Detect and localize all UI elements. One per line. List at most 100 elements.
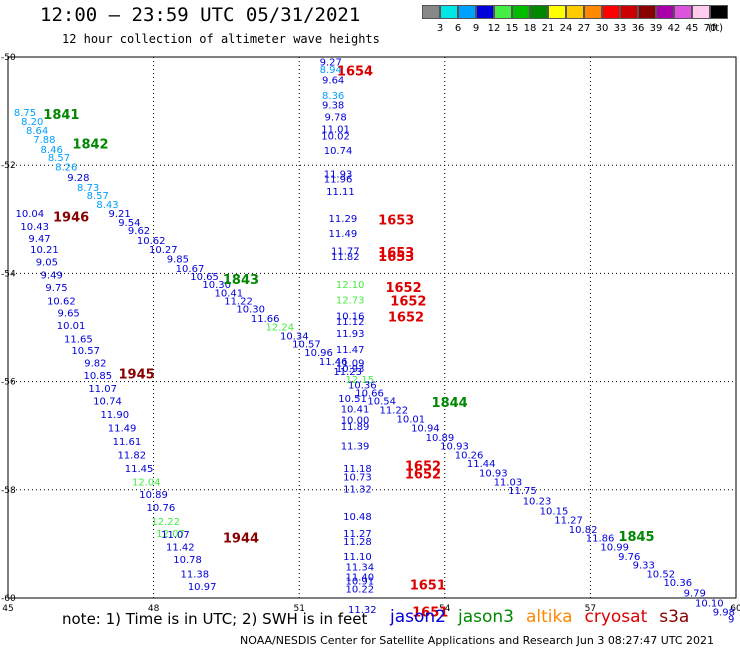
wave-height-value: 11.49 xyxy=(108,424,137,435)
wave-height-value: 10.01 xyxy=(57,321,86,332)
colorbar-label: 27 xyxy=(577,23,591,34)
wave-height-value: 10.27 xyxy=(149,245,178,256)
colorbar-swatch xyxy=(674,5,692,19)
pass-number-label: 1651 xyxy=(412,606,448,621)
pass-number-label: 1945 xyxy=(119,367,155,382)
x-tick-label: 48 xyxy=(148,604,160,614)
wave-height-value: 9.28 xyxy=(67,173,89,184)
wave-height-value: 11.42 xyxy=(166,543,195,554)
wave-height-value: 10.48 xyxy=(343,512,372,523)
pass-number-label: 1653 xyxy=(378,213,414,228)
wave-height-value: 10.54 xyxy=(367,397,396,408)
wave-height-value: 8.46 xyxy=(41,145,63,156)
colorbar-swatch xyxy=(476,5,494,19)
colorbar-swatch xyxy=(548,5,566,19)
pass-number-label: 1652 xyxy=(405,459,441,474)
wave-height-value: 8.57 xyxy=(48,153,70,164)
legend-item-altika: altika xyxy=(526,607,573,627)
wave-height-value: 10.89 xyxy=(426,433,455,444)
wave-height-value: 11.47 xyxy=(336,345,365,356)
wave-height-value: 10.43 xyxy=(20,222,49,233)
pass-number-label: 1841 xyxy=(43,108,79,123)
wave-height-value: 8.73 xyxy=(77,183,99,194)
wave-height-value: 10.91 xyxy=(346,577,375,588)
wave-height-value: 11.23 xyxy=(333,367,362,378)
wave-height-value: 11.01 xyxy=(321,124,350,135)
colorbar-swatch xyxy=(602,5,620,19)
wave-height-value: 10.76 xyxy=(147,503,176,514)
wave-height-value: 11.27 xyxy=(554,516,583,527)
wave-height-value: 10.62 xyxy=(47,296,76,307)
wave-height-value: 8.94 xyxy=(320,65,342,76)
wave-height-value: 11.96 xyxy=(324,175,353,186)
legend-item-jason3: jason3 xyxy=(458,607,514,627)
wave-height-value: 10.30 xyxy=(236,305,265,316)
colorbar-label: 3 xyxy=(436,23,444,34)
units-note: note: 1) Time is in UTC; 2) SWH is in fe… xyxy=(62,610,368,628)
wave-height-value: 10.57 xyxy=(71,346,100,357)
colorbar-label: 18 xyxy=(523,23,537,34)
legend-item-jason2: jason2 xyxy=(390,607,446,627)
wave-height-value: 10.15 xyxy=(540,506,569,517)
wave-height-value: 10.73 xyxy=(343,472,372,483)
satellite-legend: jason2 jason3 altika cryosat s3a xyxy=(390,607,701,627)
plot-frame xyxy=(7,56,737,599)
wave-height-value: 11.22 xyxy=(380,406,409,417)
wave-height-value: 11.65 xyxy=(64,334,93,345)
wave-height-value: 9.75 xyxy=(45,283,67,294)
wave-height-value: 11.66 xyxy=(251,314,280,325)
wave-height-value: 8.64 xyxy=(26,126,48,137)
wave-height-value: 10.57 xyxy=(292,340,321,351)
wave-height-value: 10.78 xyxy=(173,555,202,566)
wave-height-value: 9.47 xyxy=(28,234,50,245)
wave-height-value: 11.40 xyxy=(346,572,375,583)
x-tick-label: 57 xyxy=(585,604,596,614)
wave-height-value: 11.82 xyxy=(331,252,360,263)
wave-height-value: 10.02 xyxy=(321,131,350,142)
wave-height-value: 9.64 xyxy=(322,76,344,87)
wave-height-value: 12.10 xyxy=(336,280,365,291)
wave-height-value: 10.74 xyxy=(324,146,353,157)
wave-height-value: 8.36 xyxy=(322,91,344,102)
y-tick-label: -56 xyxy=(1,378,16,388)
pass-number-label: 1654 xyxy=(337,65,373,80)
wave-height-value: 8.75 xyxy=(14,108,36,119)
wave-height-value: 11.07 xyxy=(88,384,117,395)
wave-height-value: 9.27 xyxy=(320,57,342,68)
colorbar-swatch xyxy=(620,5,638,19)
wave-height-value: 11.38 xyxy=(181,570,210,581)
wave-height-value: 10.36 xyxy=(348,380,377,391)
pass-number-label: 1652 xyxy=(405,468,441,483)
wave-height-value: 11.27 xyxy=(343,529,372,540)
colorbar-swatch xyxy=(494,5,512,19)
wave-height-value: 11.28 xyxy=(343,537,372,548)
x-tick-label: 45 xyxy=(2,604,13,614)
pass-number-label: 1842 xyxy=(72,138,108,153)
wave-height-value: 9.38 xyxy=(322,101,344,112)
pass-number-label: 1652 xyxy=(385,281,421,296)
colorbar-unit: (ft) xyxy=(708,23,724,34)
wave-height-value: 10.41 xyxy=(215,288,244,299)
wave-height-value: 11.93 xyxy=(336,329,365,340)
colorbar-label: 9 xyxy=(472,23,480,34)
wave-height-value: 10.23 xyxy=(523,497,552,508)
chart-title: 12:00 – 23:59 UTC 05/31/2021 xyxy=(40,4,361,26)
wave-height-value: 12.22 xyxy=(151,517,180,528)
wave-height-value: 10.97 xyxy=(188,582,217,593)
y-tick-label: -50 xyxy=(1,53,16,63)
wave-height-value: 10.04 xyxy=(16,209,45,220)
wave-height-value: 11.32 xyxy=(343,485,372,496)
y-tick-label: -60 xyxy=(1,594,16,604)
pass-number-label: 1844 xyxy=(432,396,468,411)
wave-height-value: 10.96 xyxy=(304,348,333,359)
colorbar-swatch xyxy=(584,5,602,19)
wave-height-value: 11.07 xyxy=(161,530,190,541)
wave-height-value: 11.03 xyxy=(494,478,523,489)
wave-height-value: 9.98 xyxy=(713,608,735,619)
pass-number-label: 1946 xyxy=(53,211,89,226)
wave-height-value: 10.52 xyxy=(646,570,675,581)
wave-height-value: 9.85 xyxy=(167,254,189,265)
colorbar-label: 36 xyxy=(631,23,645,34)
wave-height-value: 10.93 xyxy=(336,364,365,375)
